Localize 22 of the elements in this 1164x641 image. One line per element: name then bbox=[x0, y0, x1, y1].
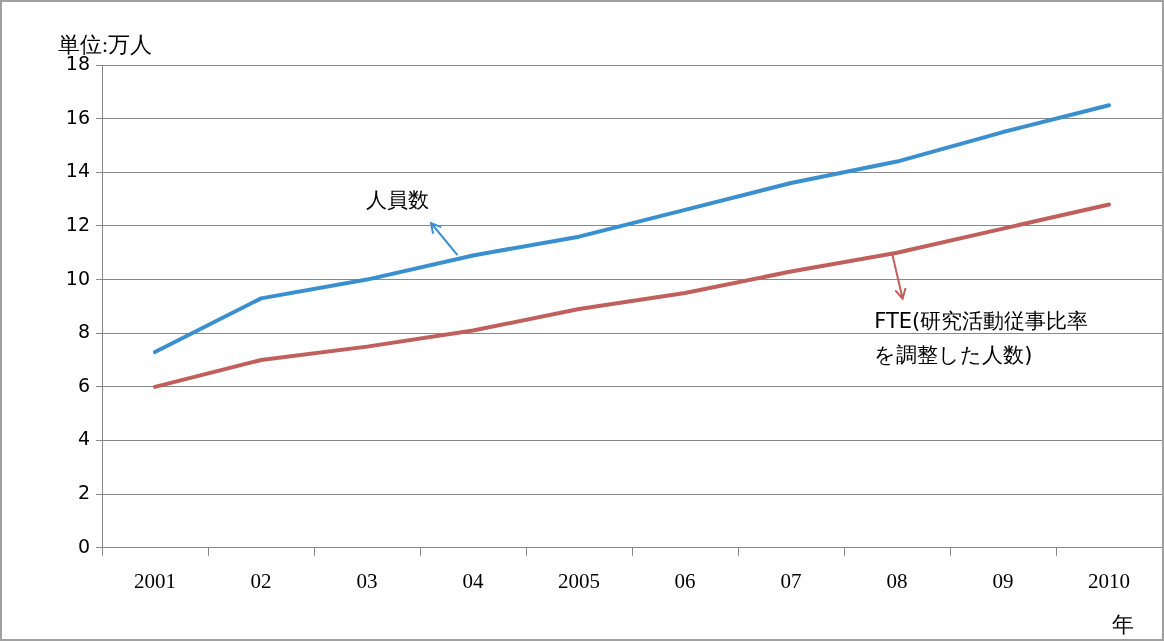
x-tick-label: 09 bbox=[992, 568, 1014, 593]
y-tick-label: 10 bbox=[65, 266, 90, 289]
y-tick-label: 16 bbox=[65, 105, 90, 128]
x-tick-label: 02 bbox=[250, 568, 272, 593]
x-axis-title: 年 bbox=[1112, 611, 1134, 637]
x-tick-label: 2010 bbox=[1088, 568, 1130, 593]
y-tick-label: 8 bbox=[77, 320, 90, 343]
x-tick-label: 08 bbox=[886, 568, 908, 593]
text: 人員数 bbox=[365, 187, 429, 215]
x-tick-label: 03 bbox=[356, 568, 378, 593]
y-tick-label: 4 bbox=[77, 427, 90, 450]
y-tick-label: 14 bbox=[65, 159, 90, 182]
y-tick-label: 12 bbox=[65, 212, 90, 235]
x-tick-label: 04 bbox=[462, 568, 484, 593]
legend-label: FTE(研究活動従事比率を調整した人数) bbox=[874, 308, 1090, 370]
x-tick-label: 2001 bbox=[134, 568, 176, 593]
y-tick-label: 6 bbox=[77, 373, 90, 396]
x-tick-label: 06 bbox=[674, 568, 696, 593]
x-tick-label: 07 bbox=[780, 568, 802, 593]
y-tick-label: 2 bbox=[77, 481, 90, 504]
x-tick-label: 2005 bbox=[558, 568, 600, 593]
y-tick-label: 0 bbox=[77, 534, 90, 557]
